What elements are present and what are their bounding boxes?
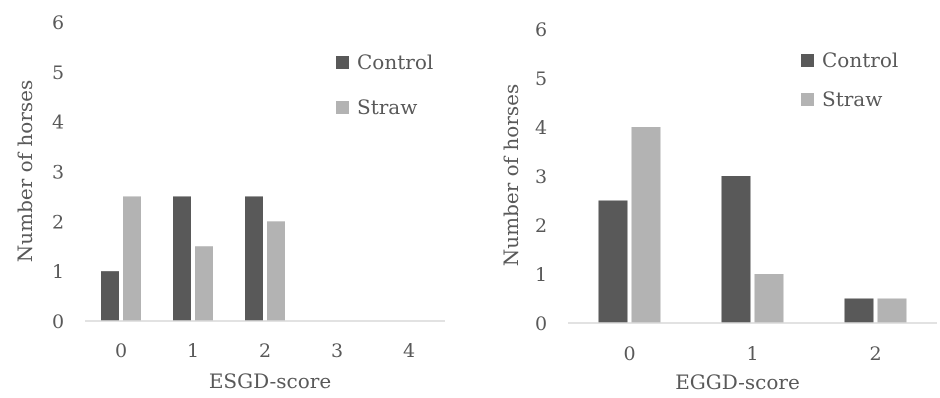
bar-straw-0 xyxy=(631,127,661,323)
esgd-chart: 0 1 2 3 4 5 6 0 1 2 3 4 ESGD-score Number of horses Co… xyxy=(13,12,445,393)
y-tick-label: 6 xyxy=(52,12,64,34)
legend-swatch-straw xyxy=(801,93,814,106)
bar-straw-1 xyxy=(195,246,213,321)
bar-straw-2 xyxy=(877,298,907,323)
y-axis-title: Number of horses xyxy=(499,84,523,267)
bar-control-1 xyxy=(721,176,751,323)
x-tick-label: 0 xyxy=(115,340,127,362)
y-tick-label: 4 xyxy=(52,112,64,134)
y-axis-title: Number of horses xyxy=(13,80,37,263)
y-tick-label: 6 xyxy=(535,19,547,41)
bar-straw-1 xyxy=(754,274,784,323)
y-tick-label: 3 xyxy=(52,162,64,184)
bar-control-2 xyxy=(245,196,263,321)
bar-straw-0 xyxy=(123,196,141,321)
y-tick-label: 3 xyxy=(535,166,547,188)
legend-label-control: Control xyxy=(822,48,898,72)
legend-swatch-straw xyxy=(336,101,349,114)
eggd-chart: 0 1 2 3 4 5 6 0 1 2 EGGD-score Number of horses Cont… xyxy=(499,19,937,394)
x-tick-label: 2 xyxy=(869,343,881,365)
y-tick-label: 5 xyxy=(52,62,64,84)
bar-control-0 xyxy=(101,271,119,321)
y-tick-label: 1 xyxy=(535,264,547,286)
bar-control-2 xyxy=(844,298,874,323)
legend-label-control: Control xyxy=(357,50,433,74)
y-tick-label: 2 xyxy=(535,215,547,237)
legend-label-straw: Straw xyxy=(822,87,882,111)
x-axis-title: EGGD-score xyxy=(675,370,800,394)
bar-straw-2 xyxy=(267,221,285,321)
bar-control-1 xyxy=(173,196,191,321)
y-tick-label: 5 xyxy=(535,68,547,90)
legend-label-straw: Straw xyxy=(357,95,417,119)
x-axis-title: ESGD-score xyxy=(209,369,331,393)
x-tick-label: 1 xyxy=(187,340,199,362)
bar-control-0 xyxy=(598,200,628,323)
y-tick-label: 2 xyxy=(52,211,64,233)
y-tick-label: 0 xyxy=(535,313,547,335)
legend-swatch-control xyxy=(336,56,349,69)
x-tick-label: 3 xyxy=(331,340,343,362)
y-tick-label: 1 xyxy=(52,261,64,283)
x-tick-label: 2 xyxy=(259,340,271,362)
y-tick-label: 4 xyxy=(535,117,547,139)
x-tick-label: 0 xyxy=(623,343,635,365)
legend-swatch-control xyxy=(801,54,814,67)
x-tick-label: 4 xyxy=(403,340,415,362)
y-tick-label: 0 xyxy=(52,311,64,333)
x-tick-label: 1 xyxy=(746,343,758,365)
